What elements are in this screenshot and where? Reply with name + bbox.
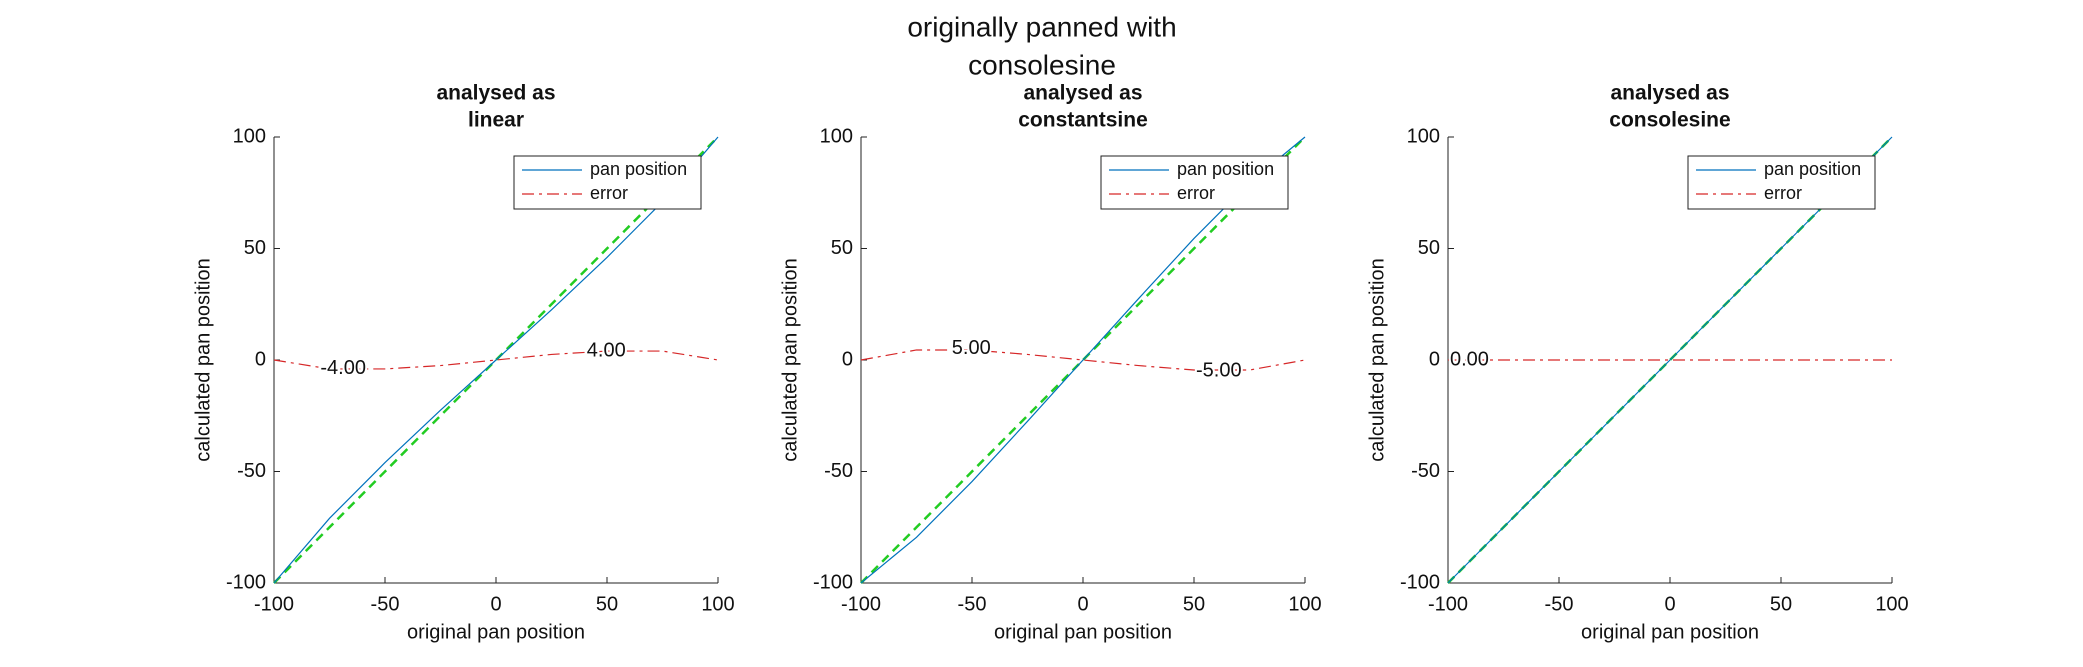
annotation: -5.00 — [1196, 359, 1242, 381]
legend-box — [1100, 155, 1289, 210]
y-tick-label: -100 — [226, 571, 266, 593]
legend-label: pan position — [590, 159, 687, 179]
y-tick-label: 100 — [1407, 125, 1440, 147]
x-tick-label: 50 — [596, 593, 618, 615]
y-tick-label: 50 — [244, 237, 266, 259]
x-axis-label: original pan position — [407, 621, 585, 643]
y-tick-label: -50 — [824, 460, 853, 482]
legend-box — [1687, 155, 1876, 210]
subplot-title: analysed as — [1023, 82, 1142, 105]
annotation: 4.00 — [587, 339, 626, 361]
x-tick-label: 100 — [1288, 593, 1321, 615]
series-line — [1447, 136, 1893, 584]
y-tick-label: -100 — [1400, 571, 1440, 593]
legend-label: error — [1177, 183, 1215, 203]
y-tick-label: -50 — [1411, 460, 1440, 482]
y-tick-label: 50 — [831, 237, 853, 259]
x-tick-label: 50 — [1770, 593, 1792, 615]
subplot-title: linear — [468, 109, 524, 132]
x-tick-label: -50 — [958, 593, 987, 615]
x-axis-label: original pan position — [1581, 621, 1759, 643]
y-tick-label: -50 — [237, 460, 266, 482]
y-tick-label: 0 — [255, 348, 266, 370]
subplot-title: constantsine — [1018, 109, 1148, 132]
x-tick-label: -50 — [371, 593, 400, 615]
x-tick-label: 0 — [1664, 593, 1675, 615]
y-tick-label: 100 — [820, 125, 853, 147]
y-tick-label: 100 — [233, 125, 266, 147]
y-axis-label: calculated pan position — [1366, 258, 1388, 461]
y-axis-label: calculated pan position — [192, 258, 214, 461]
y-tick-label: 0 — [842, 348, 853, 370]
annotation: 0.00 — [1450, 348, 1489, 370]
y-tick-label: -100 — [813, 571, 853, 593]
legend-label: error — [590, 183, 628, 203]
legend-label: error — [1764, 183, 1802, 203]
x-tick-label: -100 — [254, 593, 294, 615]
x-tick-label: 100 — [1875, 593, 1908, 615]
y-axis-label: calculated pan position — [779, 258, 801, 461]
y-tick-label: 0 — [1429, 348, 1440, 370]
legend-box — [513, 155, 702, 210]
x-tick-label: 0 — [490, 593, 501, 615]
x-tick-label: 0 — [1077, 593, 1088, 615]
subplot-title: analysed as — [436, 82, 555, 105]
figure-title: originally panned with — [907, 11, 1176, 42]
series-line — [273, 136, 719, 584]
legend-label: pan position — [1177, 159, 1274, 179]
subplot-title: consolesine — [1609, 109, 1730, 132]
x-axis-label: original pan position — [994, 621, 1172, 643]
annotation: -4.00 — [320, 357, 366, 379]
x-tick-label: -100 — [841, 593, 881, 615]
x-tick-label: -50 — [1545, 593, 1574, 615]
x-tick-label: -100 — [1428, 593, 1468, 615]
x-tick-label: 100 — [701, 593, 734, 615]
annotation: 5.00 — [952, 337, 991, 359]
subplot-title: analysed as — [1610, 82, 1729, 105]
x-tick-label: 50 — [1183, 593, 1205, 615]
figure-title: consolesine — [968, 49, 1116, 80]
legend-label: pan position — [1764, 159, 1861, 179]
y-tick-label: 50 — [1418, 237, 1440, 259]
